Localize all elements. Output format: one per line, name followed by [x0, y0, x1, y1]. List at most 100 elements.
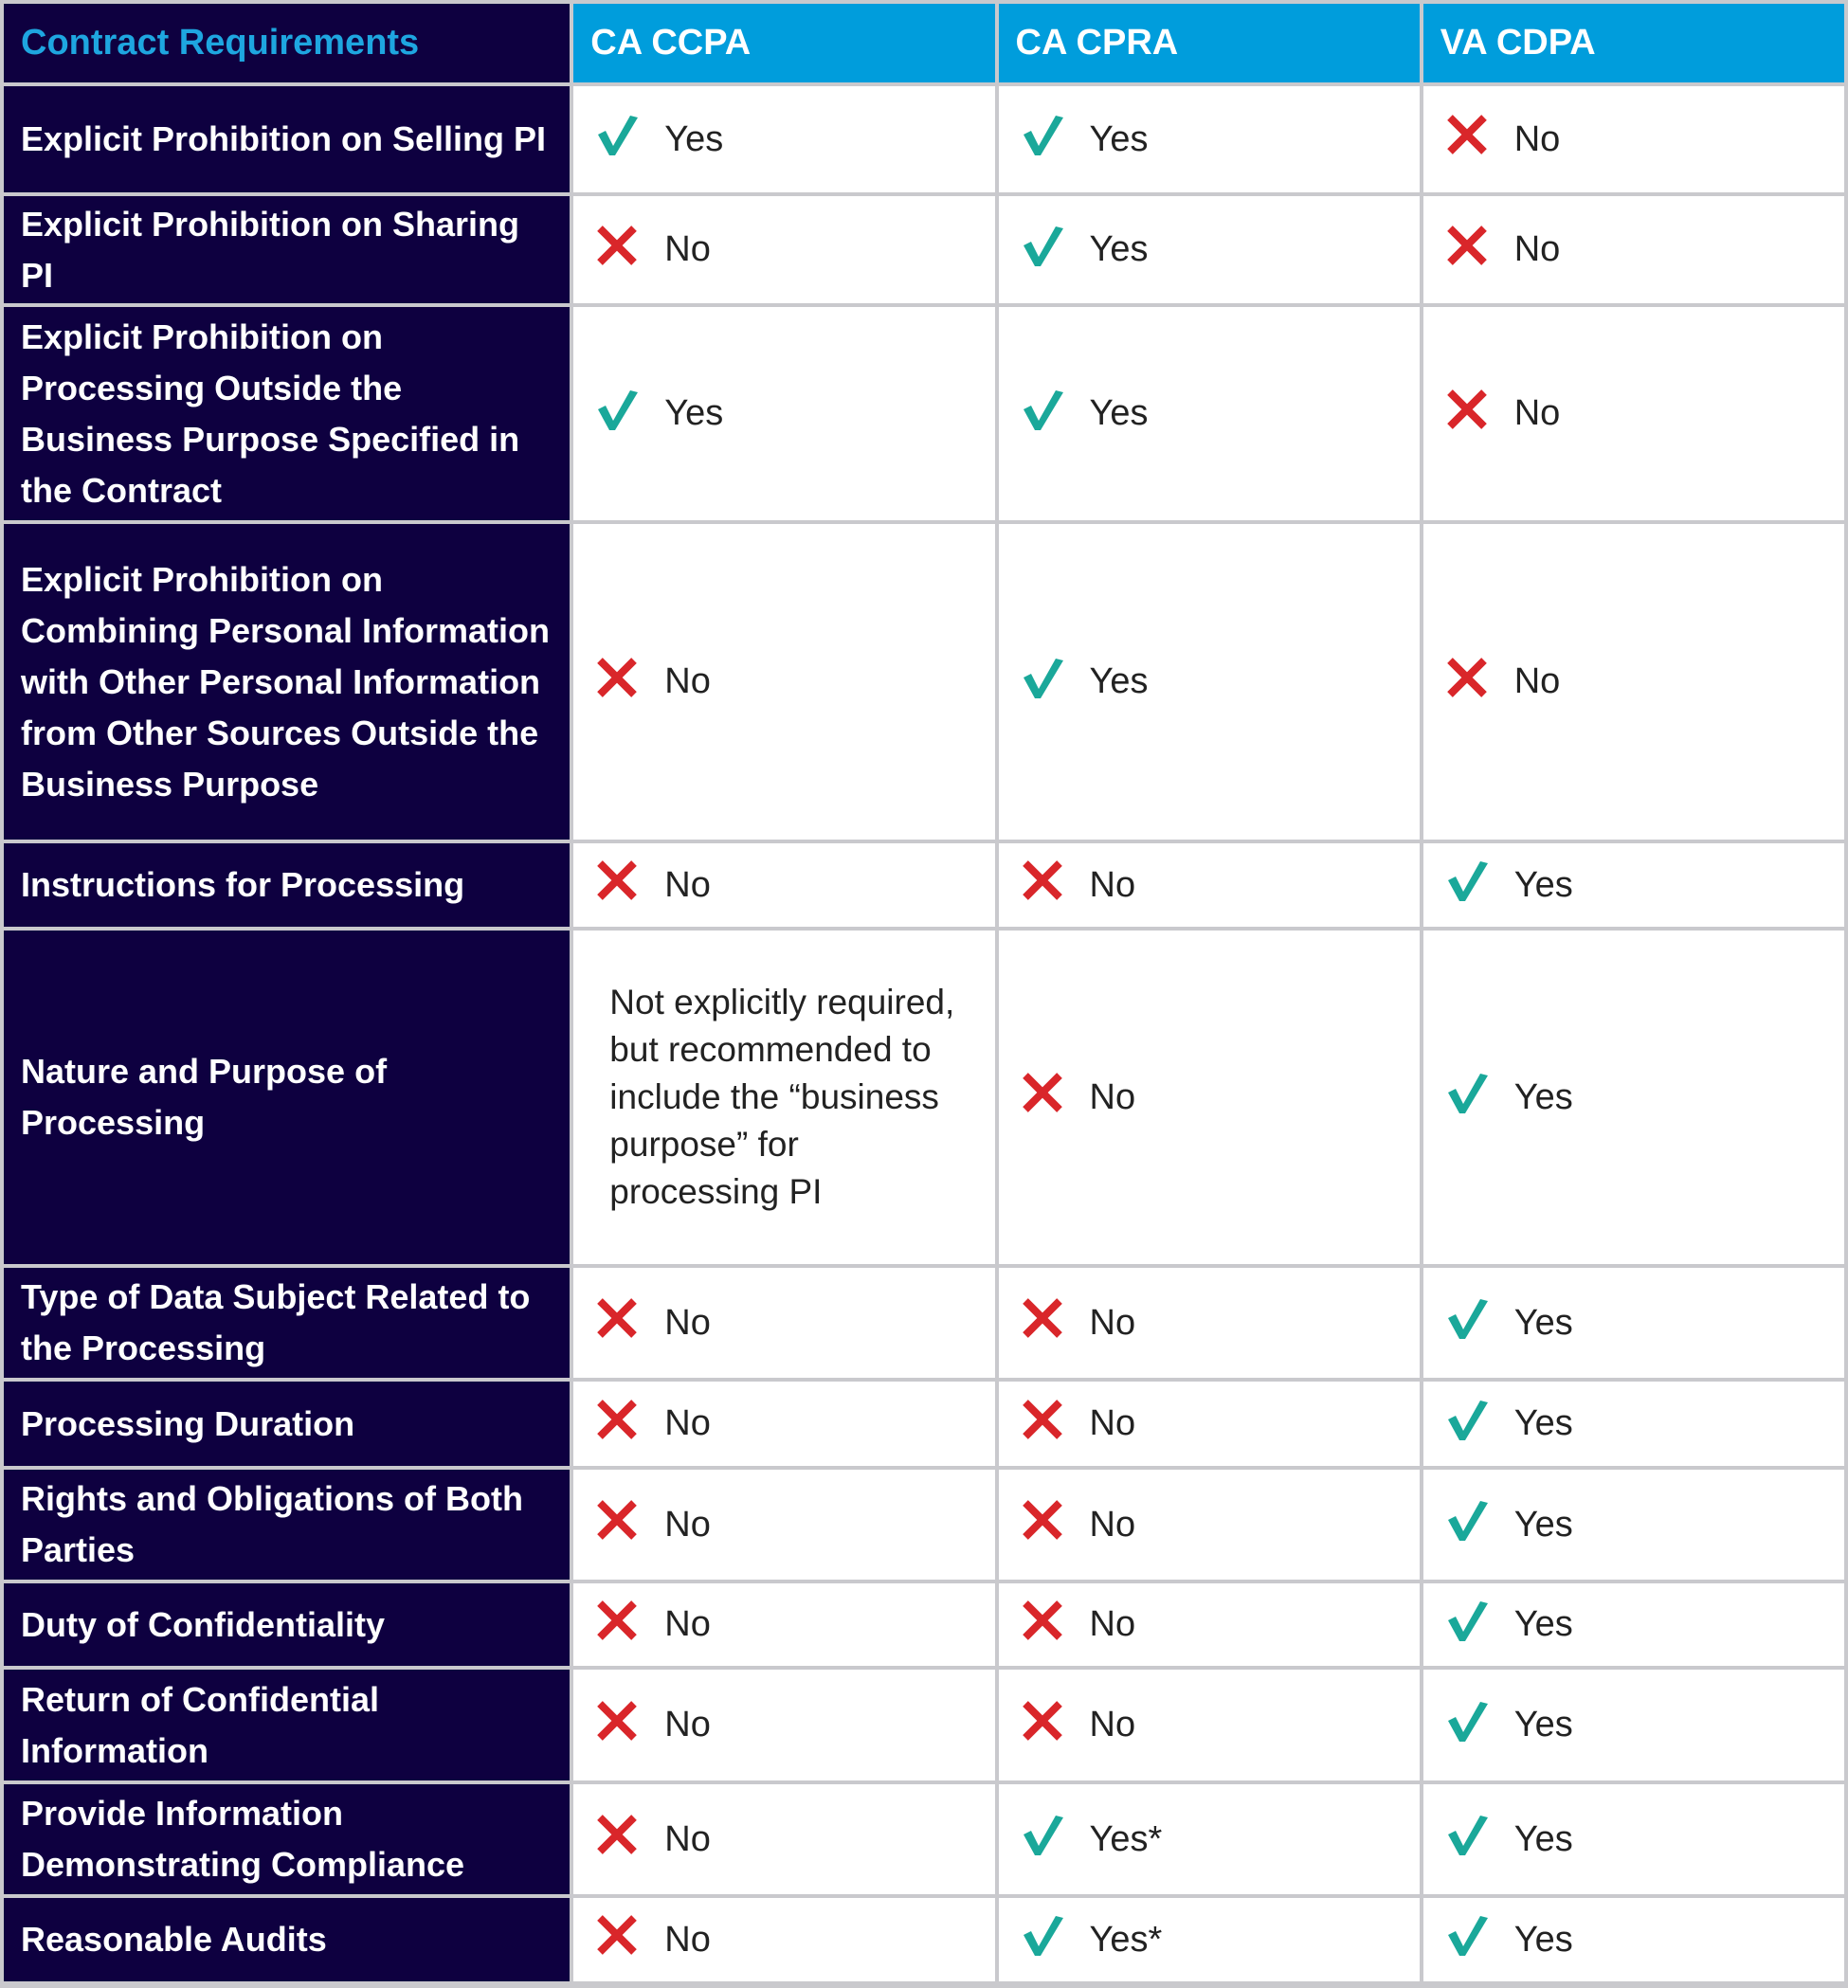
value-text: No — [1089, 1604, 1136, 1644]
cross-icon — [1444, 112, 1490, 167]
value-text: Yes — [664, 118, 724, 159]
check-icon — [1020, 223, 1065, 278]
requirement-label: Explicit Prohibition on Processing Outsi… — [4, 307, 571, 520]
requirement-label: Rights and Obligations of Both Parties — [4, 1470, 571, 1580]
check-icon — [1444, 1295, 1490, 1350]
value-text: Yes — [1513, 1302, 1573, 1343]
check-icon — [1020, 1912, 1065, 1967]
cross-icon — [594, 1912, 640, 1967]
value-cell: Yes — [1422, 1583, 1844, 1666]
table-row: Explicit Prohibition on Combining Person… — [4, 524, 1844, 840]
table-row: Processing Duration No No Yes — [4, 1382, 1844, 1466]
check-icon — [1444, 1598, 1490, 1653]
header-row: Contract Requirements CA CCPA CA CPRA VA… — [4, 4, 1844, 82]
value-cell: Yes — [573, 307, 995, 520]
table-row: Nature and Purpose of Processing Not expl… — [4, 931, 1844, 1264]
cross-icon — [594, 1698, 640, 1753]
table-row: Type of Data Subject Related to the Proc… — [4, 1268, 1844, 1378]
value-text: No — [1513, 393, 1561, 433]
cross-icon — [594, 1812, 640, 1867]
value-text: No — [664, 229, 711, 269]
table-row: Explicit Prohibition on Processing Outsi… — [4, 307, 1844, 520]
value-note: Not explicitly required, but recommended… — [609, 983, 955, 1211]
requirement-label: Type of Data Subject Related to the Proc… — [4, 1268, 571, 1378]
check-icon — [1444, 1397, 1490, 1452]
table-row: Instructions for Processing No No Yes — [4, 843, 1844, 927]
value-cell: No — [573, 524, 995, 840]
value-cell: No — [1422, 196, 1844, 303]
value-cell: No — [573, 843, 995, 927]
value-text: Yes — [1513, 1919, 1573, 1960]
value-text: Yes* — [1089, 1919, 1163, 1960]
value-text: Yes — [1513, 1604, 1573, 1644]
value-cell: Yes* — [998, 1898, 1420, 1981]
value-cell: No — [573, 196, 995, 303]
check-icon — [1020, 1812, 1065, 1867]
value-text: Yes — [1089, 393, 1149, 433]
table-row: Return of Confidential Information No No Ye… — [4, 1670, 1844, 1780]
check-icon — [1020, 387, 1065, 442]
value-cell: Yes — [998, 86, 1420, 192]
value-cell: No — [998, 1268, 1420, 1378]
header-requirements: Contract Requirements — [4, 4, 571, 82]
cross-icon — [1444, 387, 1490, 442]
check-icon — [1444, 1698, 1490, 1753]
cross-icon — [1444, 223, 1490, 278]
value-cell: No — [1422, 307, 1844, 520]
value-text: No — [1089, 864, 1136, 905]
requirement-label: Explicit Prohibition on Sharing PI — [4, 196, 571, 303]
value-text: Yes — [1089, 229, 1149, 269]
value-text: Yes — [664, 393, 724, 433]
value-text: Yes* — [1089, 1818, 1163, 1859]
value-cell: Not explicitly required, but recommended… — [573, 931, 995, 1264]
value-cell: Yes — [1422, 843, 1844, 927]
check-icon — [1444, 858, 1490, 913]
value-text: No — [1089, 1076, 1136, 1117]
value-cell: No — [998, 1583, 1420, 1666]
value-text: No — [664, 1705, 711, 1744]
table-row: Explicit Prohibition on Selling PI Yes Yes… — [4, 86, 1844, 192]
value-cell: Yes — [998, 196, 1420, 303]
cross-icon — [594, 655, 640, 710]
value-text: No — [1513, 118, 1561, 159]
check-icon — [1444, 1812, 1490, 1867]
requirement-label: Processing Duration — [4, 1382, 571, 1466]
cross-icon — [1020, 1698, 1065, 1753]
value-text: No — [1089, 1705, 1136, 1744]
value-cell: Yes — [1422, 1470, 1844, 1580]
value-cell: No — [573, 1268, 995, 1378]
table-row: Explicit Prohibition on Sharing PI No Yes N… — [4, 196, 1844, 303]
cross-icon — [594, 223, 640, 278]
requirement-label: Instructions for Processing — [4, 843, 571, 927]
value-cell: No — [573, 1898, 995, 1981]
cross-icon — [1020, 1598, 1065, 1653]
value-text: No — [664, 1302, 711, 1343]
header-va-cdpa: VA CDPA — [1422, 4, 1844, 82]
table-row: Duty of Confidentiality No No Yes — [4, 1583, 1844, 1666]
value-text: No — [664, 1403, 711, 1443]
value-cell: Yes — [573, 86, 995, 192]
cross-icon — [594, 1497, 640, 1552]
check-icon — [1020, 655, 1065, 710]
requirement-label: Explicit Prohibition on Combining Person… — [4, 524, 571, 840]
check-icon — [1444, 1912, 1490, 1967]
value-cell: No — [573, 1583, 995, 1666]
value-cell: Yes — [1422, 931, 1844, 1264]
requirement-label: Nature and Purpose of Processing — [4, 931, 571, 1264]
value-cell: Yes — [1422, 1670, 1844, 1780]
cross-icon — [594, 1397, 640, 1452]
requirement-label: Explicit Prohibition on Selling PI — [4, 86, 571, 192]
value-cell: No — [998, 931, 1420, 1264]
value-cell: No — [1422, 86, 1844, 192]
value-text: Yes — [1513, 1818, 1573, 1859]
check-icon — [594, 112, 640, 167]
cross-icon — [1020, 1497, 1065, 1552]
value-text: No — [1089, 1403, 1136, 1443]
check-icon — [594, 387, 640, 442]
value-text: No — [664, 1919, 711, 1960]
table-row: Reasonable Audits No Yes* Yes — [4, 1898, 1844, 1981]
cross-icon — [1020, 1295, 1065, 1350]
requirement-label: Provide Information Demonstrating Compli… — [4, 1784, 571, 1894]
value-text: No — [664, 1504, 711, 1545]
